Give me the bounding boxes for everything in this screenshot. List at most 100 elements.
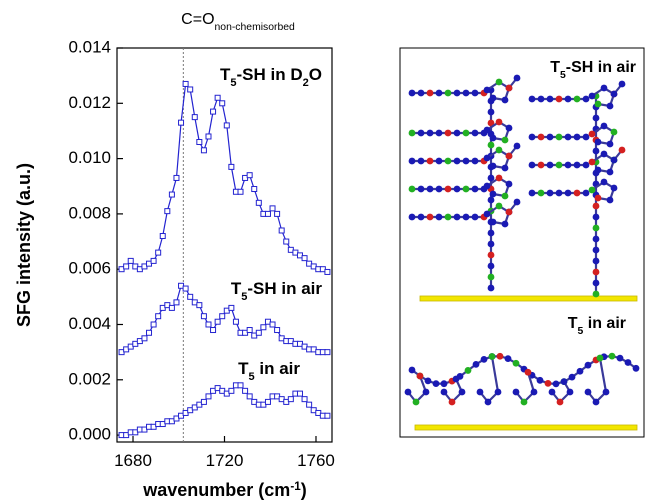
atom <box>483 182 491 190</box>
atom <box>600 178 608 186</box>
atom <box>487 262 495 270</box>
atom <box>484 398 492 406</box>
series-label-part: 5 <box>248 371 254 383</box>
x-tick-label: 1720 <box>206 451 244 470</box>
data-point <box>187 293 194 300</box>
data-point <box>255 329 262 336</box>
atom <box>592 213 600 221</box>
x-tick-label: 1680 <box>114 451 152 470</box>
atom <box>537 189 545 197</box>
atom <box>594 166 602 174</box>
atom <box>494 388 502 396</box>
atom <box>448 398 456 406</box>
atom <box>408 185 416 193</box>
atom <box>504 355 512 363</box>
data-point <box>210 327 217 334</box>
atom <box>564 161 572 169</box>
atom <box>513 142 521 150</box>
data-point <box>246 393 253 400</box>
atom <box>610 156 618 164</box>
data-point <box>255 199 262 206</box>
data-point <box>159 233 166 240</box>
atom <box>555 189 563 197</box>
data-point <box>200 398 207 405</box>
atom <box>618 146 626 154</box>
atom <box>444 129 452 137</box>
atom <box>444 89 452 97</box>
atom <box>404 388 412 396</box>
x-axis-label: wavenumber (cm-1) <box>142 480 306 501</box>
atom <box>487 119 495 127</box>
atom <box>426 89 434 97</box>
data-point <box>205 133 212 140</box>
atom <box>501 96 509 104</box>
data-point <box>228 163 235 170</box>
data-point <box>187 86 194 93</box>
atom <box>544 379 552 387</box>
atom <box>505 124 513 132</box>
series-label-part: -SH in D <box>237 65 303 84</box>
atom <box>471 185 479 193</box>
data-point <box>296 390 303 397</box>
atom <box>462 157 470 165</box>
atom <box>582 133 590 141</box>
atom <box>600 122 608 130</box>
atom <box>417 89 425 97</box>
data-point <box>306 401 313 408</box>
atom <box>548 388 556 396</box>
data-point <box>232 318 239 325</box>
atom <box>453 157 461 165</box>
atom <box>453 185 461 193</box>
data-point <box>150 321 157 328</box>
x-tick-label: 1760 <box>297 451 335 470</box>
atom <box>555 133 563 141</box>
atom <box>537 161 545 169</box>
atom <box>513 198 521 206</box>
substrate <box>414 424 638 431</box>
atom <box>546 95 554 103</box>
atom <box>592 398 600 406</box>
series-label: T5-SH in D2O <box>220 65 322 89</box>
atom <box>471 157 479 165</box>
data-point <box>196 302 203 309</box>
atom <box>495 118 503 126</box>
panel-label-part: T <box>568 315 578 332</box>
series-label-part: in air <box>255 359 301 378</box>
atom <box>417 185 425 193</box>
series-label-part: T <box>231 279 242 298</box>
series-label-part: -SH in air <box>247 279 322 298</box>
atom <box>489 94 497 102</box>
atom <box>610 128 618 136</box>
atom <box>573 189 581 197</box>
atom <box>624 359 632 366</box>
atom <box>584 388 592 396</box>
data-point <box>141 335 148 342</box>
atom <box>555 95 563 103</box>
series-label-part: T <box>238 359 249 378</box>
atom <box>537 133 545 141</box>
bond <box>407 375 428 404</box>
atom <box>408 366 416 374</box>
data-point <box>214 94 221 101</box>
atom <box>417 157 425 165</box>
data-point <box>146 329 153 336</box>
y-tick-label: 0.010 <box>68 148 111 167</box>
atom <box>505 180 513 188</box>
structure-panel <box>399 47 645 438</box>
series-label-part: T <box>220 65 231 84</box>
atom <box>594 194 602 202</box>
atom <box>592 147 600 155</box>
data-point <box>173 299 180 306</box>
atom <box>426 213 434 221</box>
atom <box>453 213 461 221</box>
atom <box>487 174 495 182</box>
y-tick-label: 0.000 <box>68 425 111 444</box>
atom <box>594 100 602 108</box>
atom <box>471 129 479 137</box>
data-point <box>287 396 294 403</box>
data-point <box>127 257 134 264</box>
panel-label: T5 in air <box>568 315 626 337</box>
data-point <box>283 238 290 245</box>
atom <box>412 398 420 406</box>
data-point <box>228 304 235 311</box>
